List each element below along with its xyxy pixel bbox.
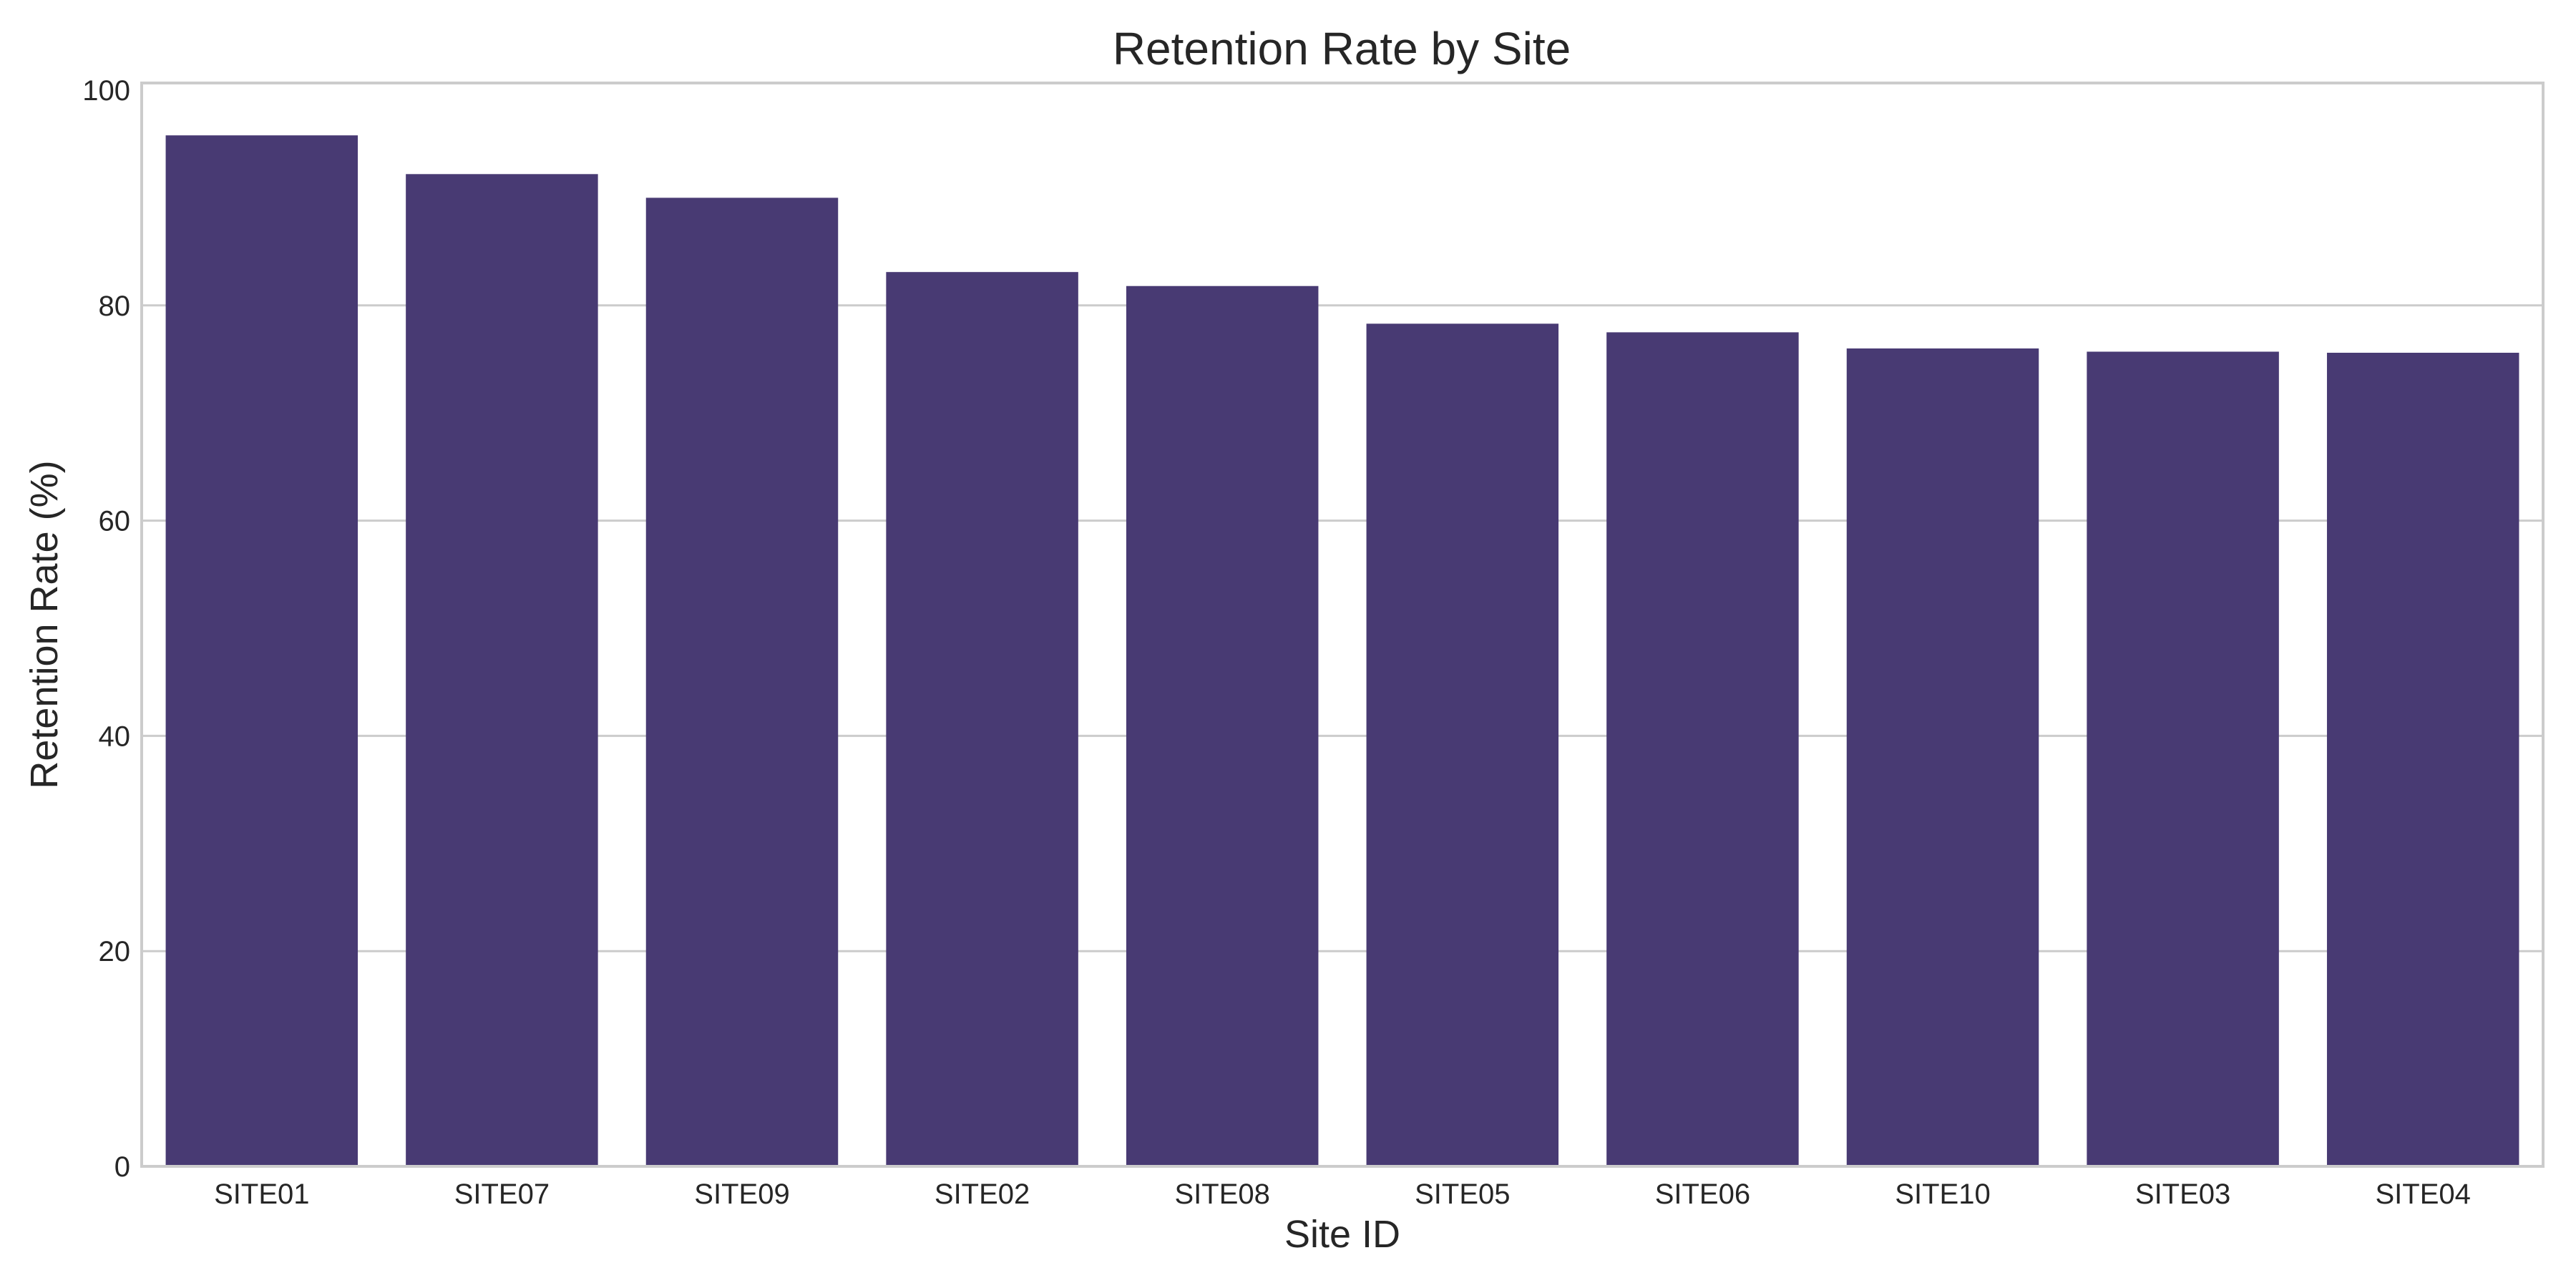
y-tick-label: 40 bbox=[99, 721, 131, 752]
y-axis-ticks: 0 20 40 60 80 100 bbox=[82, 75, 130, 1183]
bars bbox=[165, 135, 2519, 1167]
bar-site05 bbox=[1366, 323, 1559, 1166]
x-tick-label: SITE09 bbox=[694, 1179, 789, 1210]
x-tick-label: SITE01 bbox=[214, 1179, 309, 1210]
x-axis-ticks: SITE01 SITE07 SITE09 SITE02 SITE08 SITE05 SITE… bbox=[214, 1179, 2471, 1210]
y-axis-label: Retention Rate (%) bbox=[23, 460, 66, 789]
x-tick-label: SITE08 bbox=[1174, 1179, 1269, 1210]
bar-site01 bbox=[165, 135, 358, 1167]
plot-frame bbox=[140, 82, 2545, 1168]
x-tick-label: SITE10 bbox=[1895, 1179, 1990, 1210]
chart-title: Retention Rate by Site bbox=[1113, 23, 1571, 74]
x-tick-label: SITE07 bbox=[454, 1179, 550, 1210]
x-tick-label: SITE03 bbox=[2135, 1179, 2230, 1210]
bar-site08 bbox=[1126, 286, 1319, 1166]
y-tick-label: 80 bbox=[99, 291, 131, 322]
x-tick-label: SITE02 bbox=[935, 1179, 1030, 1210]
bar-site03 bbox=[2087, 351, 2279, 1167]
bar-site02 bbox=[886, 272, 1078, 1166]
x-tick-label: SITE04 bbox=[2375, 1179, 2470, 1210]
x-tick-label: SITE05 bbox=[1415, 1179, 1510, 1210]
bar-site10 bbox=[1846, 348, 2039, 1167]
y-tick-label: 20 bbox=[99, 936, 131, 967]
bar-site07 bbox=[406, 174, 598, 1166]
y-tick-label: 100 bbox=[82, 75, 130, 107]
bar-site04 bbox=[2326, 352, 2519, 1166]
x-tick-label: SITE06 bbox=[1655, 1179, 1750, 1210]
y-tick-label: 60 bbox=[99, 506, 131, 537]
x-axis-label: Site ID bbox=[1284, 1213, 1400, 1256]
bar-site06 bbox=[1606, 332, 1799, 1166]
bar-site09 bbox=[645, 197, 839, 1166]
y-tick-label: 0 bbox=[114, 1151, 130, 1183]
